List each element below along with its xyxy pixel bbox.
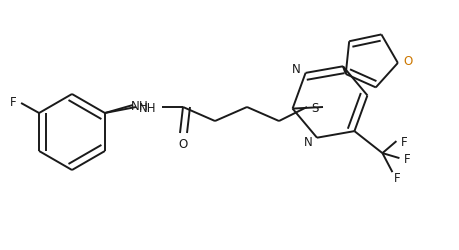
Text: O: O — [403, 55, 412, 68]
Text: O: O — [178, 137, 187, 150]
Text: F: F — [393, 171, 400, 184]
Text: N: N — [303, 136, 312, 148]
Text: N: N — [291, 63, 300, 76]
Text: NH: NH — [139, 101, 157, 114]
Text: F: F — [403, 152, 410, 165]
Text: F: F — [400, 135, 407, 148]
Text: F: F — [10, 95, 17, 108]
Text: N: N — [130, 99, 139, 112]
Text: S: S — [311, 101, 318, 114]
Text: H: H — [138, 99, 147, 112]
